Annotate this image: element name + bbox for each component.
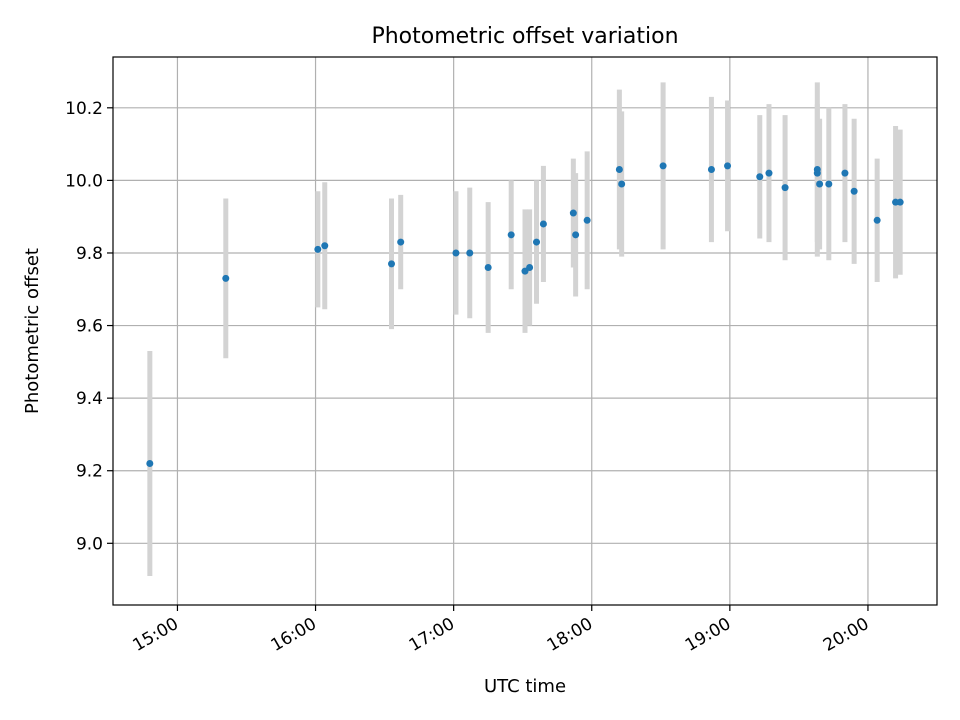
data-point (896, 198, 904, 206)
data-point (569, 209, 577, 217)
x-axis-label: UTC time (484, 676, 566, 697)
data-point (756, 173, 764, 181)
y-axis-label: Photometric offset (22, 248, 43, 414)
data-point (618, 180, 626, 188)
data-point (572, 231, 580, 239)
y-tick-label: 9.8 (76, 244, 103, 264)
data-point (388, 260, 396, 268)
data-point (314, 245, 322, 253)
data-point (146, 459, 154, 467)
data-point (397, 238, 405, 246)
data-point (765, 169, 773, 177)
data-points (146, 162, 904, 467)
data-point (873, 216, 881, 224)
data-point (222, 274, 230, 282)
data-point (452, 249, 460, 257)
y-tick-label: 9.0 (76, 534, 103, 554)
y-tick-label: 9.6 (76, 317, 103, 337)
data-point (850, 187, 858, 195)
data-point (583, 216, 591, 224)
data-point (707, 166, 715, 174)
y-tick-label: 9.4 (76, 389, 103, 409)
data-point (533, 238, 541, 246)
data-point (724, 162, 732, 170)
data-point (539, 220, 547, 228)
data-point (321, 242, 329, 250)
y-tick-label: 10.2 (65, 99, 103, 119)
data-point (659, 162, 667, 170)
data-point (615, 166, 623, 174)
data-point (813, 166, 821, 174)
data-point (526, 263, 534, 271)
data-point (816, 180, 824, 188)
data-point (825, 180, 833, 188)
chart-title: Photometric offset variation (371, 24, 678, 49)
data-point (841, 169, 849, 177)
data-point (466, 249, 474, 257)
plot-frame (112, 56, 938, 606)
data-point (484, 263, 492, 271)
y-tick-label: 10.0 (65, 171, 103, 191)
data-point (781, 184, 789, 192)
axis-ticks: 15:00 16:00 17:00 18:00 19:00 20:009.09.29.49… (65, 99, 872, 656)
y-tick-label: 9.2 (76, 462, 103, 482)
data-point (507, 231, 515, 239)
